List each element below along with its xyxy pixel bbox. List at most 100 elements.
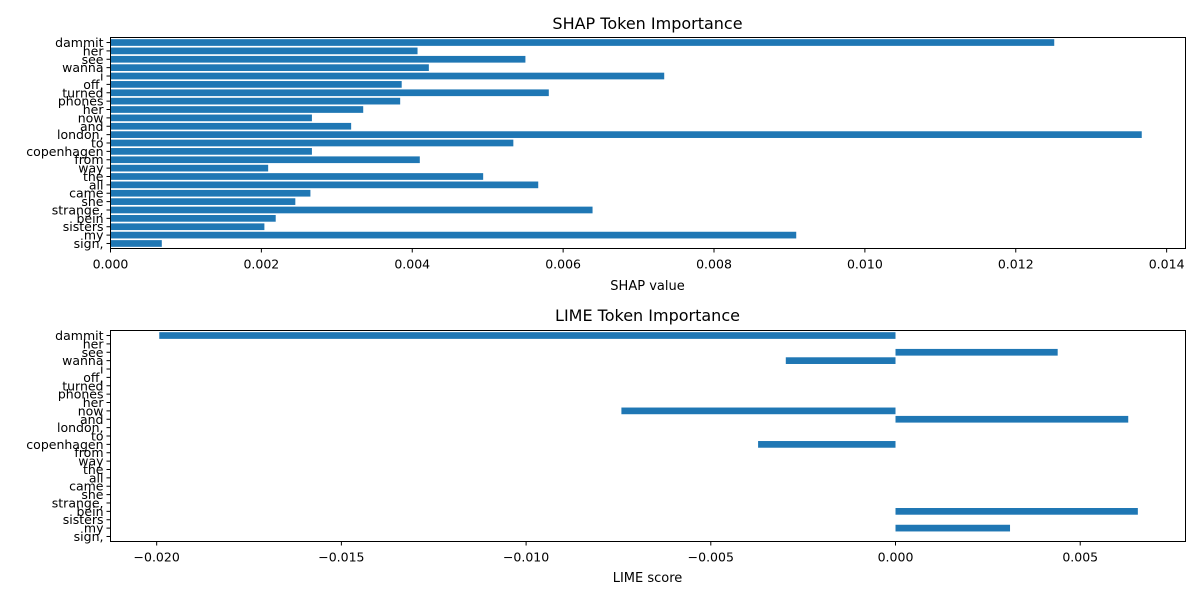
lime-bar: [159, 332, 896, 339]
shap-y-axis: dammitherseewannaioff,turnedphoneshernow…: [26, 35, 111, 251]
shap-y-tick-label: dammit: [55, 35, 103, 50]
shap-bar: [110, 97, 401, 105]
shap-bar: [110, 156, 420, 164]
lime-y-tick-label: all: [89, 470, 104, 485]
lime-bar: [758, 441, 896, 448]
shap-bars: [110, 39, 1142, 247]
lime-y-tick-label: my: [84, 521, 104, 536]
shap-x-axis: 0.000 0.002 0.004 0.006 0.008 0.010 0.012 0.014: [93, 248, 1185, 272]
shap-y-tick-label: bein: [76, 211, 103, 226]
shap-bar: [110, 148, 312, 155]
shap-y-tick-label: came: [69, 186, 104, 201]
shap-chart: SHAP Token Importance dammitherseewannai…: [26, 14, 1186, 294]
shap-y-tick-label: all: [89, 177, 104, 192]
lime-y-tick-label: london,: [57, 420, 104, 435]
shap-bar: [110, 189, 311, 197]
lime-x-tick-label: 0.000: [878, 550, 914, 565]
lime-bar: [895, 508, 1138, 515]
lime-x-tick-label: 0.005: [1062, 550, 1098, 565]
lime-y-tick-label: now: [78, 403, 104, 418]
shap-bar: [110, 131, 1142, 138]
shap-bar: [110, 47, 418, 55]
lime-y-tick-label: see: [82, 345, 104, 360]
shap-bar: [110, 231, 797, 239]
shap-bar: [110, 39, 1055, 46]
lime-chart: LIME Token Importance dammitherseewannai…: [26, 306, 1186, 586]
lime-x-tick-label: −0.010: [503, 550, 549, 565]
shap-y-tick-label: her: [83, 102, 105, 117]
shap-x-tick-label: 0.008: [696, 257, 732, 272]
shap-y-tick-label: copenhagen: [26, 144, 103, 159]
shap-bar: [110, 106, 364, 113]
shap-bar: [110, 72, 665, 80]
lime-y-tick-label: copenhagen: [26, 437, 103, 452]
shap-y-tick-label: to: [91, 136, 104, 151]
shap-bar: [110, 89, 549, 97]
lime-bar: [785, 357, 896, 364]
shap-y-tick-label: her: [83, 43, 105, 58]
shap-y-tick-label: the: [83, 169, 104, 184]
shap-bar: [110, 164, 269, 172]
lime-y-tick-label: sisters: [63, 512, 104, 527]
lime-y-tick-label: the: [83, 462, 104, 477]
lime-y-tick-label: she: [81, 487, 103, 502]
lime-y-tick-label: strange,: [52, 495, 104, 510]
lime-y-tick-label: her: [83, 395, 105, 410]
shap-bar: [110, 114, 312, 122]
shap-bar: [110, 81, 402, 88]
shap-x-tick-label: 0.014: [1149, 257, 1185, 272]
shap-y-tick-label: phones: [58, 94, 104, 109]
lime-y-tick-label: i: [100, 362, 103, 377]
shap-y-tick-label: way: [78, 161, 104, 176]
shap-y-tick-label: and: [80, 119, 104, 134]
lime-y-tick-label: wanna: [62, 353, 103, 368]
shap-x-tick-label: 0.006: [545, 257, 581, 272]
lime-x-axis-label: LIME score: [613, 571, 683, 586]
lime-bar: [895, 524, 1011, 532]
lime-x-tick-label: −0.005: [688, 550, 734, 565]
lime-x-tick-label: −0.015: [318, 550, 364, 565]
shap-bar: [110, 206, 593, 214]
lime-y-tick-label: and: [80, 412, 104, 427]
shap-bar: [110, 198, 296, 205]
shap-bar: [110, 139, 514, 147]
shap-bar: [110, 55, 526, 63]
shap-y-tick-label: she: [81, 194, 103, 209]
shap-y-tick-label: wanna: [62, 60, 103, 75]
shap-y-tick-label: sign,: [74, 236, 104, 251]
lime-y-tick-label: came: [69, 479, 104, 494]
shap-bar: [110, 64, 429, 71]
lime-y-tick-label: turned: [62, 378, 103, 393]
shap-y-tick-label: see: [82, 52, 104, 67]
shap-bar: [110, 240, 162, 247]
lime-x-axis: −0.020 −0.015 −0.010 −0.005 0.000 0.005: [134, 541, 1098, 565]
lime-bars: [159, 332, 1138, 532]
lime-x-tick-label: −0.020: [134, 550, 180, 565]
shap-y-tick-label: london,: [57, 127, 104, 142]
shap-chart-title: SHAP Token Importance: [552, 14, 742, 33]
shap-bar: [110, 122, 352, 130]
lime-bar: [895, 415, 1129, 423]
shap-y-tick-label: i: [100, 69, 103, 84]
lime-y-axis: dammitherseewannaioff,turnedphoneshernow…: [26, 328, 111, 544]
shap-y-tick-label: off,: [83, 77, 103, 92]
lime-chart-title: LIME Token Importance: [555, 306, 740, 325]
lime-y-tick-label: off,: [83, 370, 103, 385]
shap-x-tick-label: 0.002: [243, 257, 279, 272]
shap-bar: [110, 181, 539, 189]
shap-bar: [110, 173, 484, 180]
shap-x-tick-label: 0.012: [998, 257, 1034, 272]
shap-y-tick-label: now: [78, 110, 104, 125]
lime-y-tick-label: to: [91, 429, 104, 444]
shap-y-tick-label: my: [84, 228, 104, 243]
shap-bar: [110, 215, 276, 222]
lime-y-tick-label: sign,: [74, 529, 104, 544]
lime-y-tick-label: her: [83, 336, 105, 351]
lime-bar: [895, 348, 1058, 356]
lime-y-tick-label: from: [74, 445, 103, 460]
shap-x-tick-label: 0.004: [394, 257, 430, 272]
shap-x-tick-label: 0.010: [847, 257, 883, 272]
lime-y-tick-label: way: [78, 454, 104, 469]
lime-y-tick-label: phones: [58, 387, 104, 402]
